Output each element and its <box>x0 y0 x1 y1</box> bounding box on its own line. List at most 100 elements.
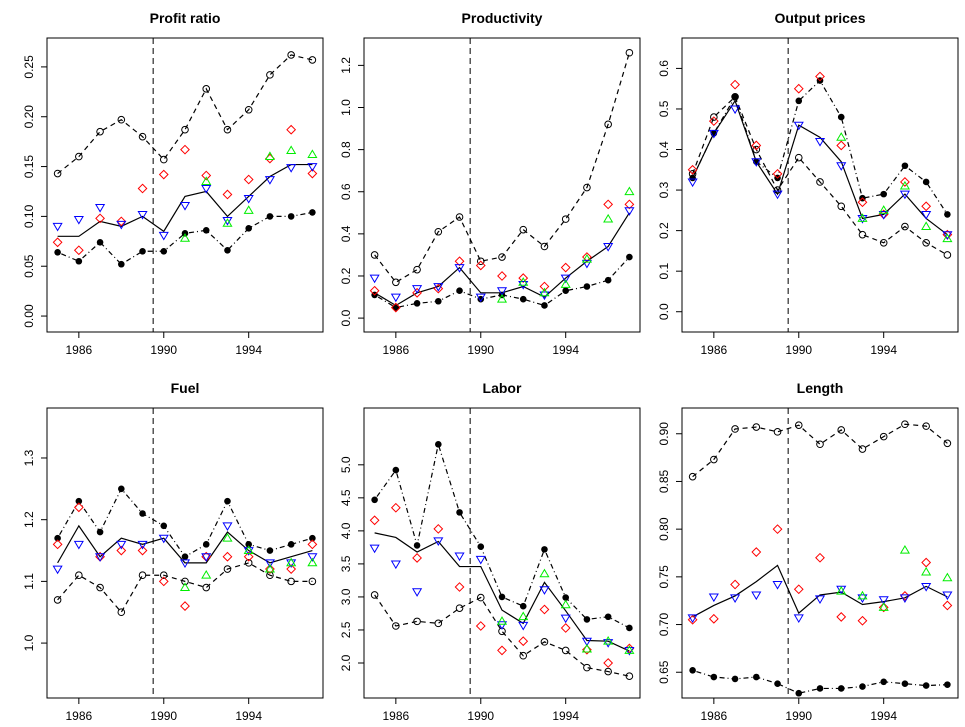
point <box>878 596 889 605</box>
point <box>878 602 889 611</box>
point <box>942 591 953 601</box>
point <box>518 636 529 647</box>
plot-area <box>687 408 953 698</box>
point <box>73 502 84 513</box>
point <box>264 563 275 573</box>
point <box>794 421 803 429</box>
y-tick-label: 0.0 <box>339 309 353 326</box>
point <box>518 611 529 621</box>
point <box>413 542 421 549</box>
point <box>562 594 569 601</box>
point <box>582 252 592 262</box>
point <box>243 551 254 562</box>
point <box>201 553 212 562</box>
point <box>454 582 465 592</box>
plot-area <box>369 408 635 698</box>
point <box>475 621 486 631</box>
point <box>160 247 168 255</box>
point <box>625 672 634 681</box>
panel-title: Length <box>797 380 844 396</box>
point <box>286 164 297 173</box>
point <box>603 658 614 668</box>
x-tick-label: 1990 <box>150 343 177 357</box>
point <box>73 245 84 256</box>
point <box>179 559 191 569</box>
point <box>95 213 105 224</box>
point <box>604 120 612 129</box>
point <box>244 105 253 114</box>
point <box>922 178 930 186</box>
point <box>266 71 274 79</box>
point <box>774 680 781 687</box>
point <box>138 132 147 141</box>
point <box>370 591 379 599</box>
point <box>243 195 254 204</box>
series-line <box>692 564 948 618</box>
point <box>836 585 847 595</box>
plot-frame <box>681 407 959 699</box>
y-tick-label: 0.80 <box>657 517 671 541</box>
point <box>413 300 421 307</box>
point <box>626 253 633 261</box>
point <box>518 277 529 286</box>
y-tick-label: 5.0 <box>339 456 353 473</box>
y-tick-label: 0.70 <box>657 613 671 637</box>
point <box>413 617 421 626</box>
point <box>836 132 847 141</box>
point <box>286 145 297 155</box>
point <box>287 577 295 586</box>
point <box>412 287 422 298</box>
point <box>943 251 952 259</box>
point <box>202 227 210 234</box>
x-tick-label: 1994 <box>870 343 897 357</box>
point <box>52 539 63 550</box>
point <box>369 544 380 554</box>
plot-frame <box>363 407 641 699</box>
point <box>687 178 698 188</box>
point <box>793 83 804 94</box>
y-tick-label: 0.15 <box>22 155 36 179</box>
point <box>266 213 274 220</box>
point <box>392 304 400 311</box>
point <box>498 253 506 261</box>
point <box>710 113 718 121</box>
point <box>433 283 444 292</box>
point <box>604 276 612 284</box>
point <box>603 636 614 645</box>
point <box>560 274 571 284</box>
point <box>75 257 83 265</box>
point <box>496 616 508 625</box>
plot-area <box>52 408 318 698</box>
point <box>95 203 106 213</box>
panel-title: Labor <box>483 380 522 396</box>
panel: Length 1986 1990 1994 0.65 0.70 0.75 0.80 0.85 0.… <box>657 380 959 723</box>
point <box>75 571 83 580</box>
panel-title: Fuel <box>171 380 200 396</box>
point <box>793 614 804 624</box>
y-tick-label: 1.2 <box>22 511 36 528</box>
y-tick-label: 3.5 <box>339 555 353 572</box>
y-tick-label: 1.1 <box>22 573 36 590</box>
point <box>751 158 762 167</box>
point <box>751 547 762 557</box>
point <box>52 222 63 232</box>
point <box>836 162 847 171</box>
point <box>603 199 614 210</box>
point <box>943 439 952 448</box>
point <box>54 534 61 542</box>
point <box>369 285 380 296</box>
point <box>880 190 887 198</box>
point <box>202 583 211 592</box>
point <box>689 667 696 674</box>
point <box>307 163 318 172</box>
point <box>708 129 719 139</box>
point <box>731 675 739 683</box>
point <box>708 116 719 127</box>
point <box>583 283 591 290</box>
point <box>922 422 930 430</box>
point <box>922 238 930 247</box>
point <box>560 623 571 633</box>
point <box>519 295 527 303</box>
x-tick-label: 1986 <box>65 709 92 723</box>
point <box>583 616 591 623</box>
